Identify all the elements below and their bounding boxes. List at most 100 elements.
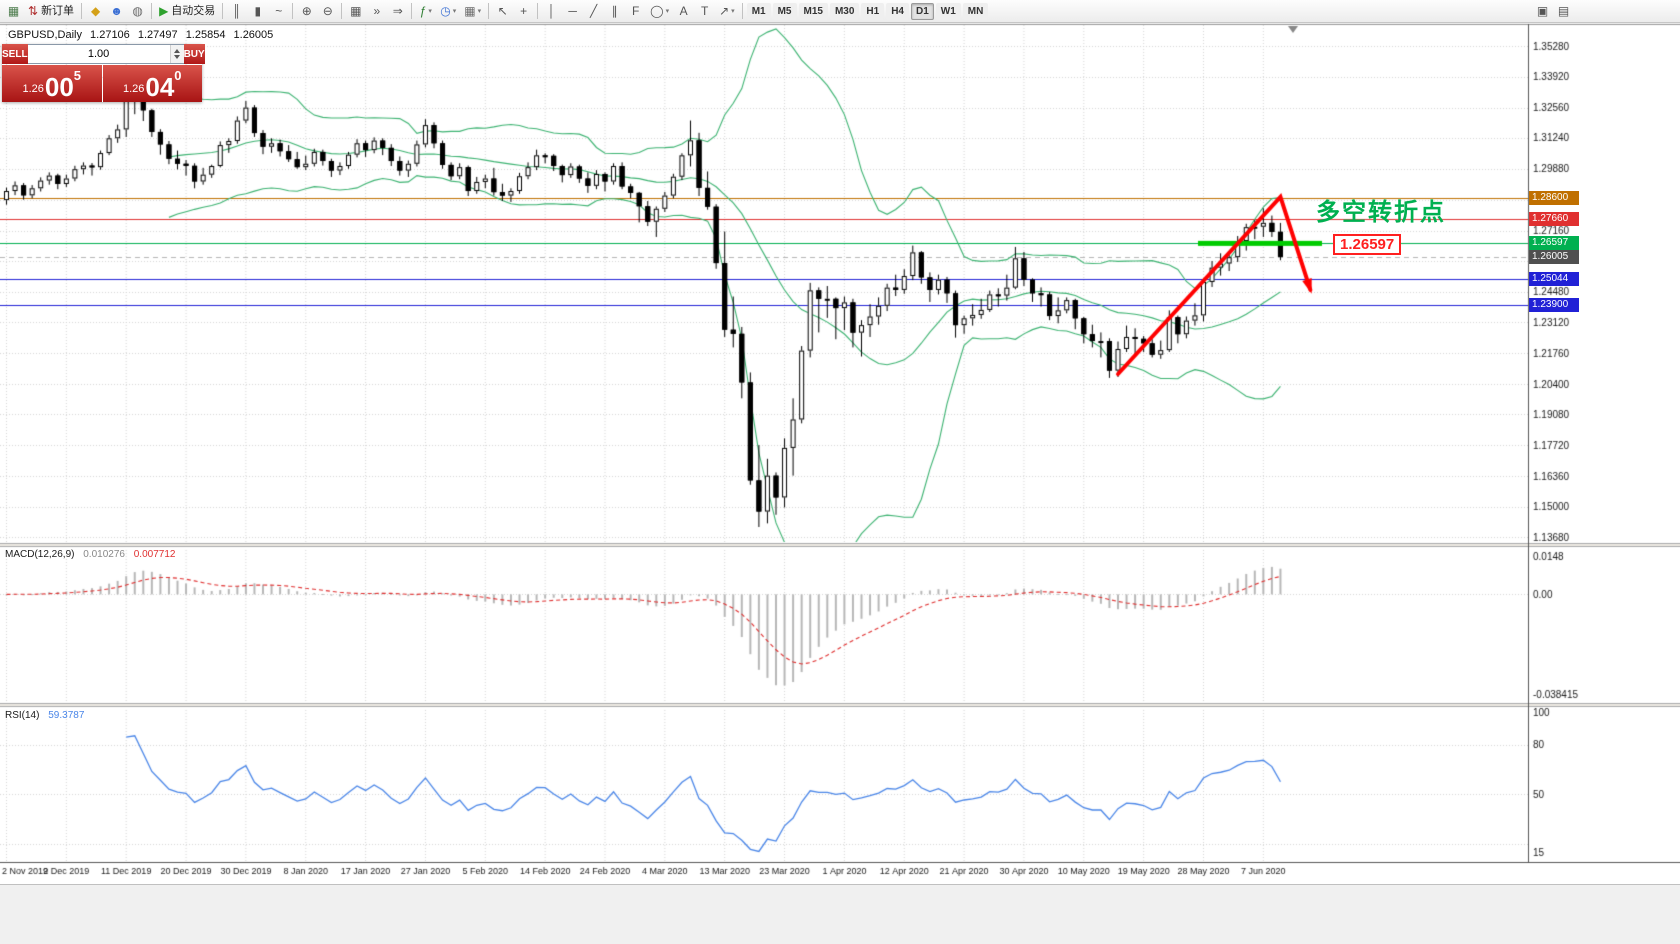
- zoom-out-icon: ⊖: [322, 4, 333, 18]
- auto-scroll-icon: »: [373, 4, 381, 18]
- zoom-in-button[interactable]: ⊕: [297, 2, 316, 21]
- toolbar-separator: [292, 3, 294, 19]
- timeframe-m15-button[interactable]: M15: [798, 2, 828, 20]
- symbol-period-label: GBPUSD,Daily: [8, 29, 82, 41]
- indicators-menu-button[interactable]: ƒ ▾: [416, 2, 435, 21]
- text-tool-icon: A: [679, 4, 688, 18]
- arrows-menu-icon: ↗: [719, 4, 730, 18]
- timeframe-m30-button[interactable]: M30: [829, 2, 860, 20]
- one-click-trading-panel: SELL BUY 1.26 00 5 1.26 04 0: [2, 44, 205, 102]
- open-value: 1.27106: [90, 29, 130, 41]
- arrows-menu-button[interactable]: ↗ ▾: [716, 2, 738, 21]
- horizontal-line-tool-button[interactable]: ─: [563, 2, 582, 21]
- toolbar-separator: [411, 3, 413, 19]
- community-icon: ☻: [110, 4, 123, 18]
- one-click-price-row: 1.26 00 5 1.26 04 0: [2, 65, 202, 102]
- label-tool-icon: T: [700, 4, 709, 18]
- tile-windows-button[interactable]: ▦: [346, 2, 365, 21]
- timeframe-h1-button[interactable]: H1: [861, 2, 885, 20]
- dropdown-caret-icon: ▾: [731, 7, 735, 15]
- timeframe-d1-button[interactable]: D1: [911, 2, 934, 20]
- macd-signal-value: 0.007712: [133, 549, 176, 560]
- channel-tool-button[interactable]: ∥: [605, 2, 624, 21]
- data-window-button[interactable]: ▤: [1554, 2, 1573, 21]
- channel-tool-icon: ∥: [611, 4, 618, 18]
- shapes-menu-button[interactable]: ◯ ▾: [647, 2, 672, 21]
- support-button[interactable]: ◍: [128, 2, 147, 21]
- community-button[interactable]: ☻: [107, 2, 126, 21]
- status-area: [0, 884, 1680, 944]
- buy-price-button[interactable]: 1.26 04 0: [102, 65, 202, 102]
- vertical-line-tool-icon: │: [547, 4, 556, 18]
- line-chart-mode-icon: ~: [275, 4, 283, 18]
- current-price-badge: 1.26005: [1529, 249, 1579, 264]
- periods-menu-button[interactable]: ◷ ▾: [437, 2, 459, 21]
- high-value: 1.27497: [137, 29, 178, 41]
- horizontal-line-tool-icon: ─: [568, 4, 577, 18]
- mql5-market-button[interactable]: ◆: [86, 2, 105, 21]
- new-chart-button[interactable]: ▦: [4, 2, 23, 21]
- new-order-icon: ⇅: [28, 4, 39, 18]
- lot-decrease-button[interactable]: [174, 55, 181, 62]
- resistance-line-badge: 1.27660: [1529, 212, 1579, 227]
- close-value: 1.26005: [233, 29, 274, 41]
- crosshair-tool-button[interactable]: +: [514, 2, 533, 21]
- macd-main-value: 0.010276: [83, 549, 125, 560]
- autotrading-button[interactable]: ▶ 自动交易: [156, 2, 218, 21]
- one-click-top-row: SELL BUY: [2, 44, 205, 64]
- turning-point-annotation[interactable]: 多空转折点: [1316, 199, 1446, 226]
- candlestick-mode-icon: ▮: [254, 4, 262, 18]
- support-line-badge: 1.25044: [1529, 271, 1579, 286]
- sell-button[interactable]: SELL: [2, 44, 28, 64]
- trendline-tool-button[interactable]: ╱: [584, 2, 603, 21]
- templates-menu-button[interactable]: ▦ ▾: [461, 2, 484, 21]
- vertical-line-tool-button[interactable]: │: [542, 2, 561, 21]
- candlestick-mode-button[interactable]: ▮: [248, 2, 267, 21]
- cursor-tool-icon: ↖: [497, 4, 508, 18]
- tile-windows-icon: ▦: [350, 4, 362, 18]
- timeframe-mn-button[interactable]: MN: [962, 2, 989, 20]
- bar-chart-mode-button[interactable]: ║: [227, 2, 246, 21]
- timeframe-h4-button[interactable]: H4: [886, 2, 909, 20]
- timeframe-m1-button[interactable]: M1: [746, 2, 771, 20]
- new-order-button[interactable]: ⇅ 新订单: [25, 2, 77, 21]
- templates-menu-icon: ▦: [464, 4, 476, 18]
- toolbar-separator: [537, 3, 539, 19]
- label-tool-button[interactable]: T: [695, 2, 714, 21]
- buy-button[interactable]: BUY: [183, 44, 205, 64]
- toolbar-separator: [341, 3, 343, 19]
- chart-shift-icon: ⇒: [392, 4, 403, 18]
- bar-chart-mode-icon: ║: [232, 4, 242, 18]
- lot-size-input[interactable]: [27, 45, 170, 63]
- rsi-indicator-label: RSI(14) 59.3787: [5, 710, 90, 721]
- trendline-tool-icon: ╱: [590, 4, 598, 18]
- indicators-menu-icon: ƒ: [419, 4, 427, 18]
- toolbar-separator: [222, 3, 224, 19]
- low-value: 1.25854: [185, 29, 226, 41]
- price-level-callout[interactable]: 1.26597: [1333, 234, 1402, 255]
- periods-menu-icon: ◷: [440, 4, 451, 18]
- auto-scroll-button[interactable]: »: [367, 2, 386, 21]
- window-restore-button[interactable]: ▣: [1533, 2, 1552, 21]
- new-chart-icon: ▦: [7, 4, 20, 18]
- autotrading-icon: ▶: [159, 4, 169, 18]
- lot-spinner: [169, 45, 184, 63]
- cursor-tool-button[interactable]: ↖: [493, 2, 512, 21]
- macd-indicator-label: MACD(12,26,9) 0.010276 0.007712: [5, 549, 181, 560]
- text-tool-button[interactable]: A: [674, 2, 693, 21]
- chart-ohlc-header: GBPUSD,Daily 1.27106 1.27497 1.25854 1.2…: [8, 29, 278, 41]
- rsi-value: 59.3787: [48, 710, 85, 721]
- lot-increase-button[interactable]: [174, 46, 181, 53]
- line-chart-mode-button[interactable]: ~: [269, 2, 288, 21]
- timeframe-w1-button[interactable]: W1: [935, 2, 961, 20]
- mql5-market-icon: ◆: [90, 4, 101, 18]
- crosshair-tool-icon: +: [520, 4, 528, 18]
- fibonacci-tool-button[interactable]: F: [626, 2, 645, 21]
- chart-shift-button[interactable]: ⇒: [388, 2, 407, 21]
- sell-price-button[interactable]: 1.26 00 5: [2, 65, 102, 102]
- timeframe-m5-button[interactable]: M5: [772, 2, 797, 20]
- support-line-badge: 1.23900: [1529, 297, 1579, 312]
- zoom-out-button[interactable]: ⊖: [318, 2, 337, 21]
- new-order-label: 新订单: [41, 4, 75, 17]
